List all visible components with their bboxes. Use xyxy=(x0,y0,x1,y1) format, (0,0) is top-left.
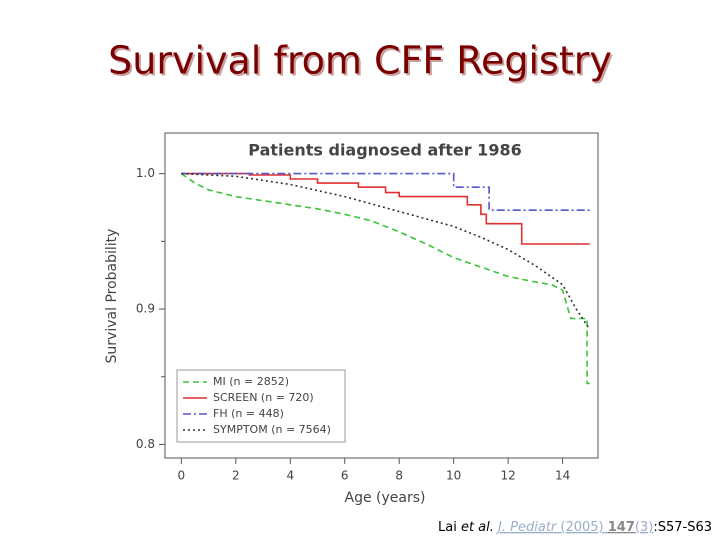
citation-part: et al. xyxy=(461,520,494,535)
y-axis-label: Survival Probability xyxy=(104,229,120,364)
x-axis-label: Age (years) xyxy=(345,490,426,506)
legend-label: SYMPTOM (n = 7564) xyxy=(213,423,331,436)
slide-title: Survival from CFF Registry xyxy=(108,39,612,83)
x-tick-label: 10 xyxy=(446,469,461,483)
chart-title: Patients diagnosed after 1986 xyxy=(248,141,521,160)
y-tick-label: 0.8 xyxy=(136,437,155,451)
y-tick-label: 1.0 xyxy=(136,166,155,180)
legend-label: FH (n = 448) xyxy=(213,407,284,420)
citation-part: (2005) xyxy=(556,520,608,535)
x-tick-label: 12 xyxy=(500,469,515,483)
legend-label: SCREEN (n = 720) xyxy=(213,391,314,404)
series-line xyxy=(180,172,590,385)
citation-part: (3) xyxy=(635,520,653,535)
citation-part: Lai xyxy=(438,520,461,535)
citation-part: J. Pediatr xyxy=(495,520,558,535)
citation: Lai et al. J. Pediatr (2005) 147(3):S57-… xyxy=(438,520,712,535)
legend-label: MI (n = 2852) xyxy=(213,375,289,388)
x-tick-label: 8 xyxy=(395,469,403,483)
slide-title-shadow: Survival from CFF Registry xyxy=(110,41,614,85)
y-tick-label: 0.9 xyxy=(136,302,155,316)
series-line xyxy=(181,172,590,211)
x-tick-label: 14 xyxy=(555,469,570,483)
x-tick-label: 2 xyxy=(232,469,240,483)
series-line xyxy=(181,172,590,245)
x-tick-label: 6 xyxy=(341,469,349,483)
citation-part: :S57-S63 xyxy=(653,520,712,535)
citation-part: 147 xyxy=(608,520,635,535)
x-tick-label: 4 xyxy=(286,469,294,483)
x-tick-label: 0 xyxy=(178,469,186,483)
